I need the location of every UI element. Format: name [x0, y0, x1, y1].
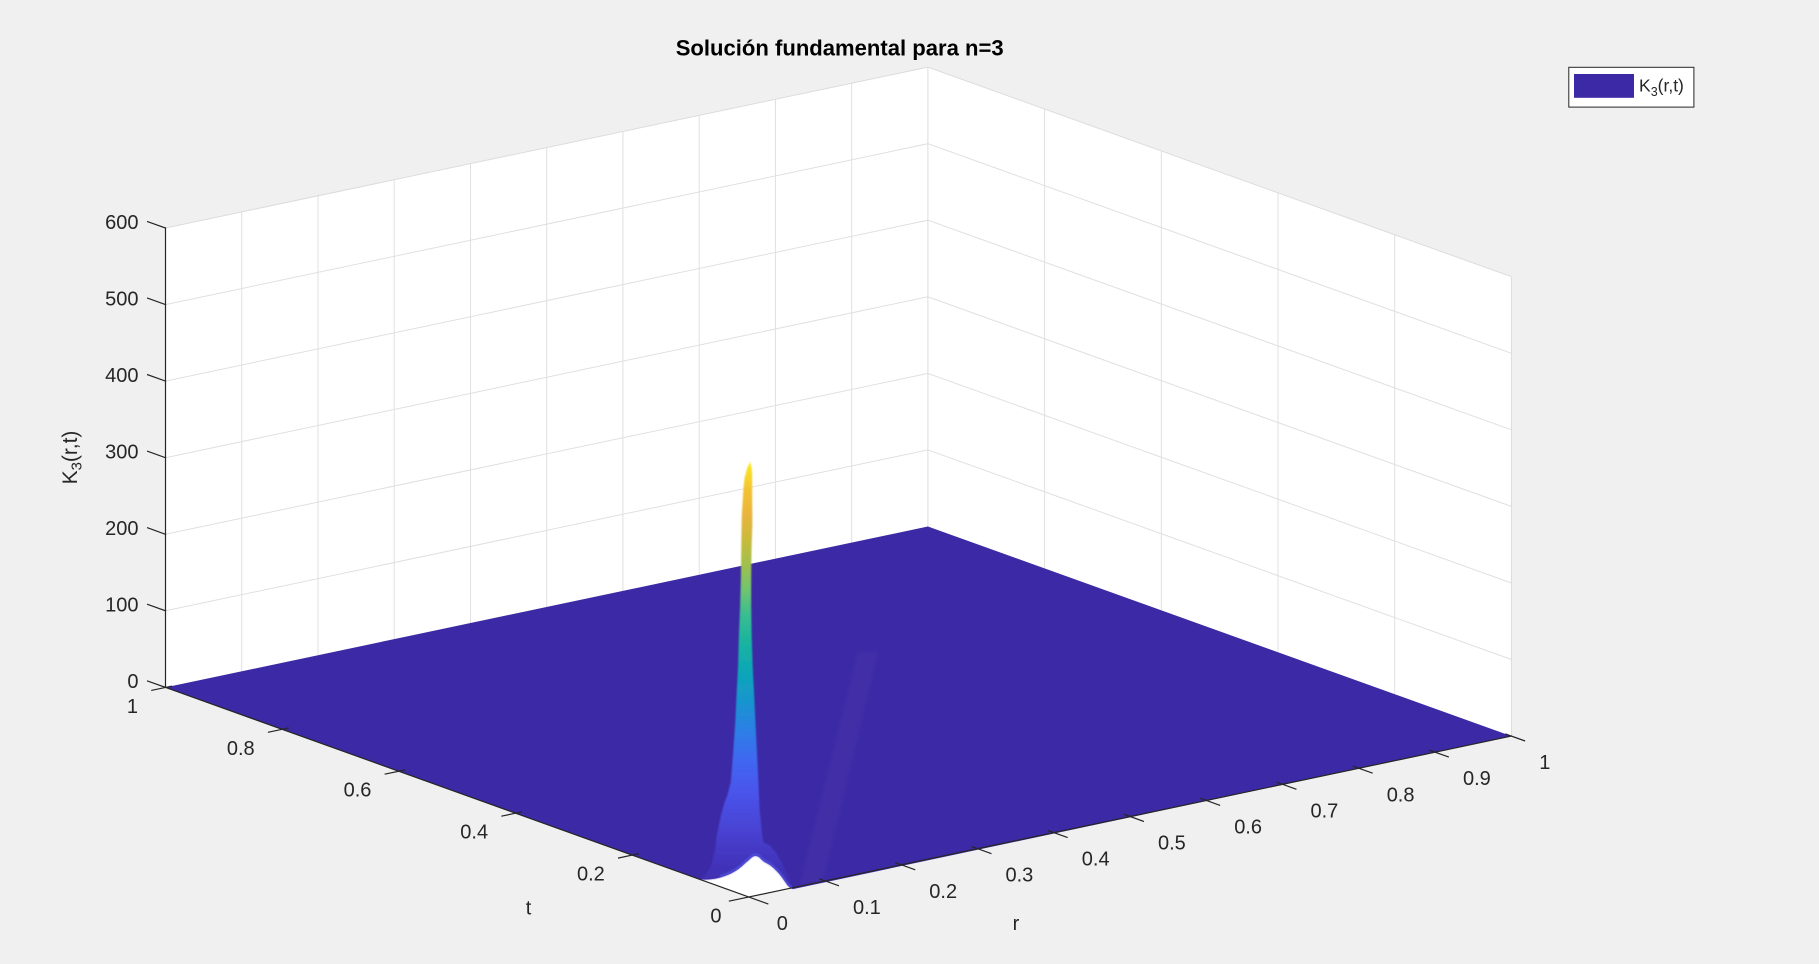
svg-text:0: 0 — [127, 671, 138, 693]
svg-text:0.1: 0.1 — [853, 897, 881, 919]
svg-text:0.4: 0.4 — [1082, 849, 1110, 871]
svg-text:0.9: 0.9 — [1463, 768, 1491, 790]
svg-text:0.8: 0.8 — [227, 738, 255, 760]
svg-text:Solución fundamental para n=3: Solución fundamental para n=3 — [676, 35, 1004, 60]
svg-text:300: 300 — [105, 442, 138, 464]
svg-text:r: r — [1013, 913, 1020, 935]
svg-text:K3(r,t): K3(r,t) — [59, 431, 86, 485]
svg-text:400: 400 — [105, 365, 138, 387]
svg-text:0: 0 — [777, 913, 788, 935]
svg-text:0: 0 — [710, 906, 721, 928]
svg-text:K3(r,t): K3(r,t) — [1639, 76, 1684, 100]
svg-text:0.3: 0.3 — [1006, 865, 1034, 887]
svg-text:0.6: 0.6 — [1234, 817, 1262, 839]
svg-text:600: 600 — [105, 212, 138, 234]
svg-text:0.2: 0.2 — [929, 881, 957, 903]
svg-text:0.2: 0.2 — [577, 864, 605, 886]
svg-text:1: 1 — [127, 696, 138, 718]
svg-text:0.8: 0.8 — [1387, 784, 1415, 806]
svg-text:t: t — [526, 897, 532, 919]
svg-text:0.4: 0.4 — [460, 822, 488, 844]
svg-text:500: 500 — [105, 288, 138, 310]
svg-text:100: 100 — [105, 595, 138, 617]
svg-text:0.7: 0.7 — [1311, 800, 1339, 822]
svg-text:0.5: 0.5 — [1158, 833, 1186, 855]
svg-text:0.6: 0.6 — [344, 780, 372, 802]
svg-text:1: 1 — [1539, 752, 1550, 774]
svg-text:200: 200 — [105, 518, 138, 540]
